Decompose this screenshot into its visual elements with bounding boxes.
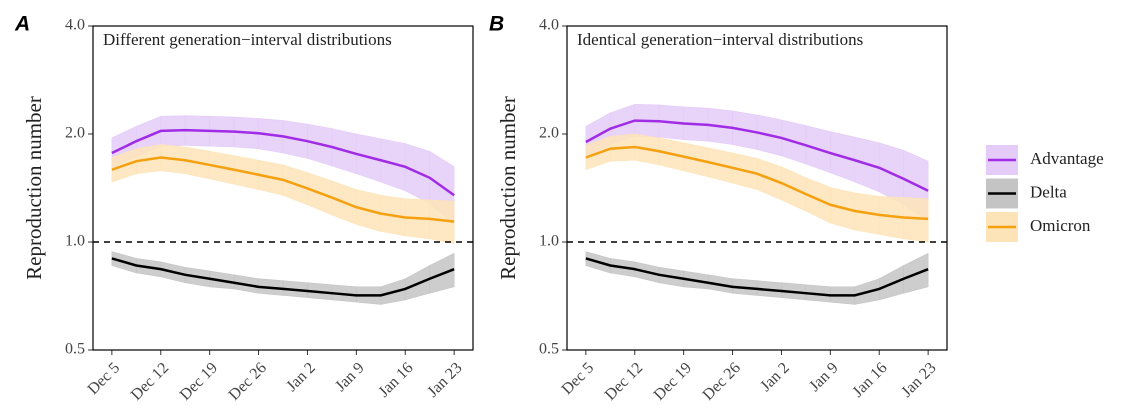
x-tick-label: Dec 19: [177, 359, 221, 403]
y-tick-label: 0.5: [65, 341, 85, 358]
ribbon: [903, 197, 929, 243]
x-tick-label: Jan 23: [424, 359, 465, 400]
panel-label: B: [489, 13, 504, 36]
x-tick-label: Dec 26: [226, 359, 270, 403]
y-tick-label: 1.0: [539, 233, 559, 250]
x-tick-label: Dec 5: [559, 359, 598, 398]
x-tick-label: Jan 23: [898, 359, 939, 400]
x-tick-label: Jan 16: [375, 359, 416, 400]
panel-label: A: [14, 13, 30, 36]
legend-label: Advantage: [1030, 149, 1104, 168]
x-tick-label: Jan 16: [849, 359, 890, 400]
x-tick-label: Dec 19: [651, 359, 695, 403]
y-axis-label: Reproduction number: [22, 96, 46, 280]
x-tick-label: Jan 2: [283, 359, 319, 395]
legend-label: Omicron: [1030, 216, 1091, 235]
legend-label: Delta: [1030, 182, 1067, 201]
x-tick-label: Dec 26: [700, 359, 744, 403]
panel-title: Different generation−interval distributi…: [103, 30, 392, 49]
legend: Advantage Delta Omicron: [986, 145, 1104, 242]
x-tick-label: Jan 9: [332, 359, 368, 395]
y-tick-label: 0.5: [539, 341, 559, 358]
y-tick-label: 4.0: [65, 17, 85, 34]
plot-frame: [92, 25, 474, 351]
series-line: [111, 128, 455, 197]
series-line: [585, 119, 929, 192]
x-tick-label: Dec 12: [602, 359, 646, 403]
x-tick-label: Dec 12: [128, 359, 172, 403]
x-tick-label: Dec 5: [85, 359, 124, 398]
plot-frame: [566, 25, 948, 351]
y-axis-label: Reproduction number: [496, 96, 520, 280]
y-tick-label: 2.0: [65, 125, 85, 142]
series-line: [585, 257, 929, 297]
ribbon: [429, 199, 455, 244]
series-line: [585, 145, 929, 221]
series-line: [111, 257, 455, 297]
x-tick-label: Jan 9: [806, 359, 842, 395]
panel-title: Identical generation−interval distributi…: [577, 30, 863, 49]
y-tick-label: 4.0: [539, 17, 559, 34]
y-tick-label: 2.0: [539, 125, 559, 142]
y-tick-label: 1.0: [65, 233, 85, 250]
series-line: [111, 156, 455, 223]
x-tick-label: Jan 2: [757, 359, 793, 395]
